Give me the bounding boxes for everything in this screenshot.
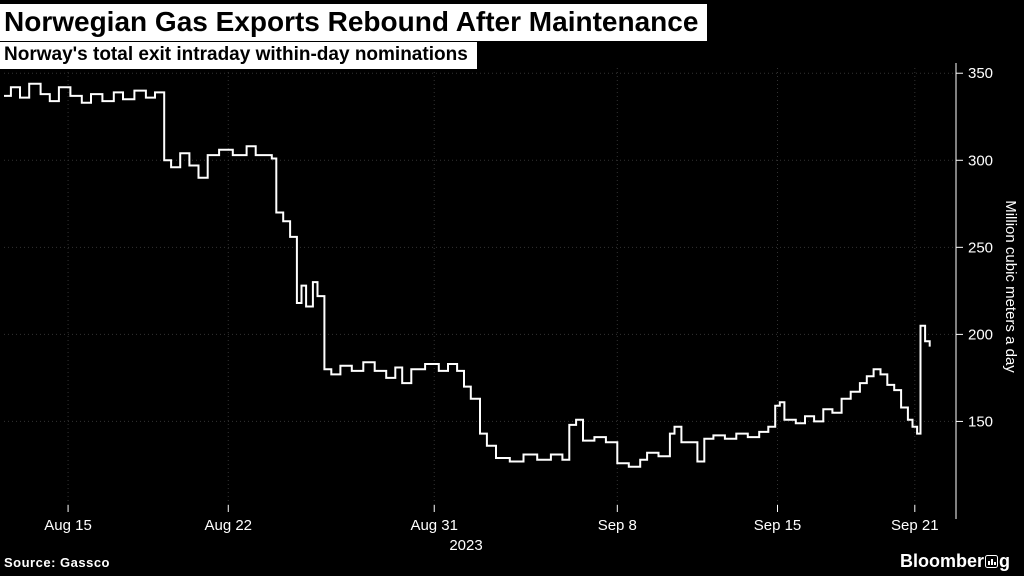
x-tick-label: Sep 21: [891, 517, 939, 534]
y-tick-label: 200: [968, 326, 993, 343]
x-tick-label: Sep 8: [598, 517, 637, 534]
x-tick-label: Aug 31: [410, 517, 458, 534]
y-tick-label: 300: [968, 152, 993, 169]
chart-subtitle: Norway's total exit intraday within-day …: [0, 42, 477, 69]
bloomberg-logo: Bloomber g: [900, 551, 1010, 572]
bloomberg-wordmark-left: Bloomber: [899, 551, 984, 571]
y-tick-label: 350: [968, 65, 993, 82]
chart-title: Norwegian Gas Exports Rebound After Main…: [0, 4, 708, 41]
x-tick-label: Aug 15: [44, 517, 92, 534]
data-series-line: [4, 82, 931, 468]
source-label: Source: Gassco: [4, 555, 110, 570]
y-axis-title: Million cubic meters a day: [1002, 200, 1019, 373]
x-tick-label: Aug 22: [204, 517, 252, 534]
x-axis-year-label: 2023: [449, 537, 482, 554]
chart-header: Norwegian Gas Exports Rebound After Main…: [0, 4, 708, 69]
chart-icon: [985, 555, 998, 568]
x-tick-label: Sep 15: [754, 517, 802, 534]
y-tick-label: 250: [968, 239, 993, 256]
bloomberg-wordmark-right: g: [999, 551, 1010, 571]
y-tick-label: 150: [968, 413, 993, 430]
